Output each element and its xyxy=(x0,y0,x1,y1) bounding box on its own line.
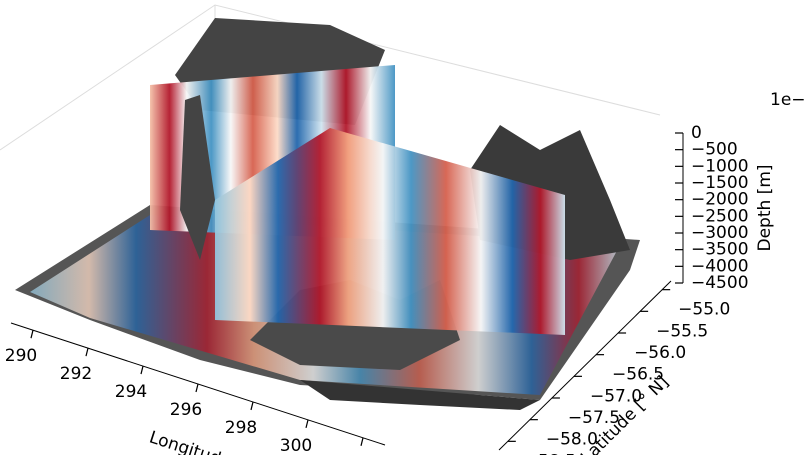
x-axis-tick xyxy=(360,437,364,446)
x-axis-tick xyxy=(250,401,254,411)
x-axis-tick-label: 290 xyxy=(5,346,37,366)
x-axis-tick xyxy=(85,347,89,357)
x-axis-tick-label: 302 xyxy=(335,454,367,455)
y-axis-tick-label: −58.5 xyxy=(524,451,576,455)
velocity-slices xyxy=(150,65,565,335)
y-axis-tick-label: −56.5 xyxy=(612,365,664,385)
x-axis-tick xyxy=(195,383,199,393)
y-axis-tick-label: −57.5 xyxy=(568,408,620,428)
y-axis-tick-label: −57.0 xyxy=(590,386,642,406)
x-axis-label: Longitude xyxy=(147,427,234,455)
offset-text: 1e− xyxy=(770,90,806,110)
z-axis-tick-label: −1000 xyxy=(691,156,749,176)
z-axis-tick-label: −4000 xyxy=(691,256,749,276)
x-axis-tick-label: 300 xyxy=(280,436,312,455)
x-axis-tick-label: 298 xyxy=(225,418,257,438)
z-axis-tick-label: −1500 xyxy=(691,173,749,193)
x-axis-tick-label: 294 xyxy=(115,382,147,402)
x-axis-tick xyxy=(305,419,309,429)
z-axis-tick-label: −2500 xyxy=(691,206,749,226)
z-axis-tick-label: −4500 xyxy=(691,273,749,293)
z-axis-tick-label: −2000 xyxy=(691,190,749,210)
y-axis-tick-label: −55.0 xyxy=(678,300,730,320)
x-axis-tick-label: 292 xyxy=(60,364,92,384)
y-axis-tick-label: −58.0 xyxy=(546,430,598,450)
x-axis-tick xyxy=(140,365,144,375)
y-axis-tick-label: −56.0 xyxy=(634,343,686,363)
z-axis-tick-label: −3500 xyxy=(691,240,749,260)
y-axis-tick-label: −55.5 xyxy=(656,321,708,341)
z-axis-label: Depth [m] xyxy=(755,164,775,251)
y-axis-line xyxy=(498,280,672,451)
z-axis-tick-label: 0 xyxy=(691,123,702,143)
z-axis-tick-label: −500 xyxy=(691,140,738,160)
x-axis-tick xyxy=(30,330,34,339)
x-axis-tick-label: 296 xyxy=(170,400,202,420)
z-axis-tick-label: −3000 xyxy=(691,223,749,243)
